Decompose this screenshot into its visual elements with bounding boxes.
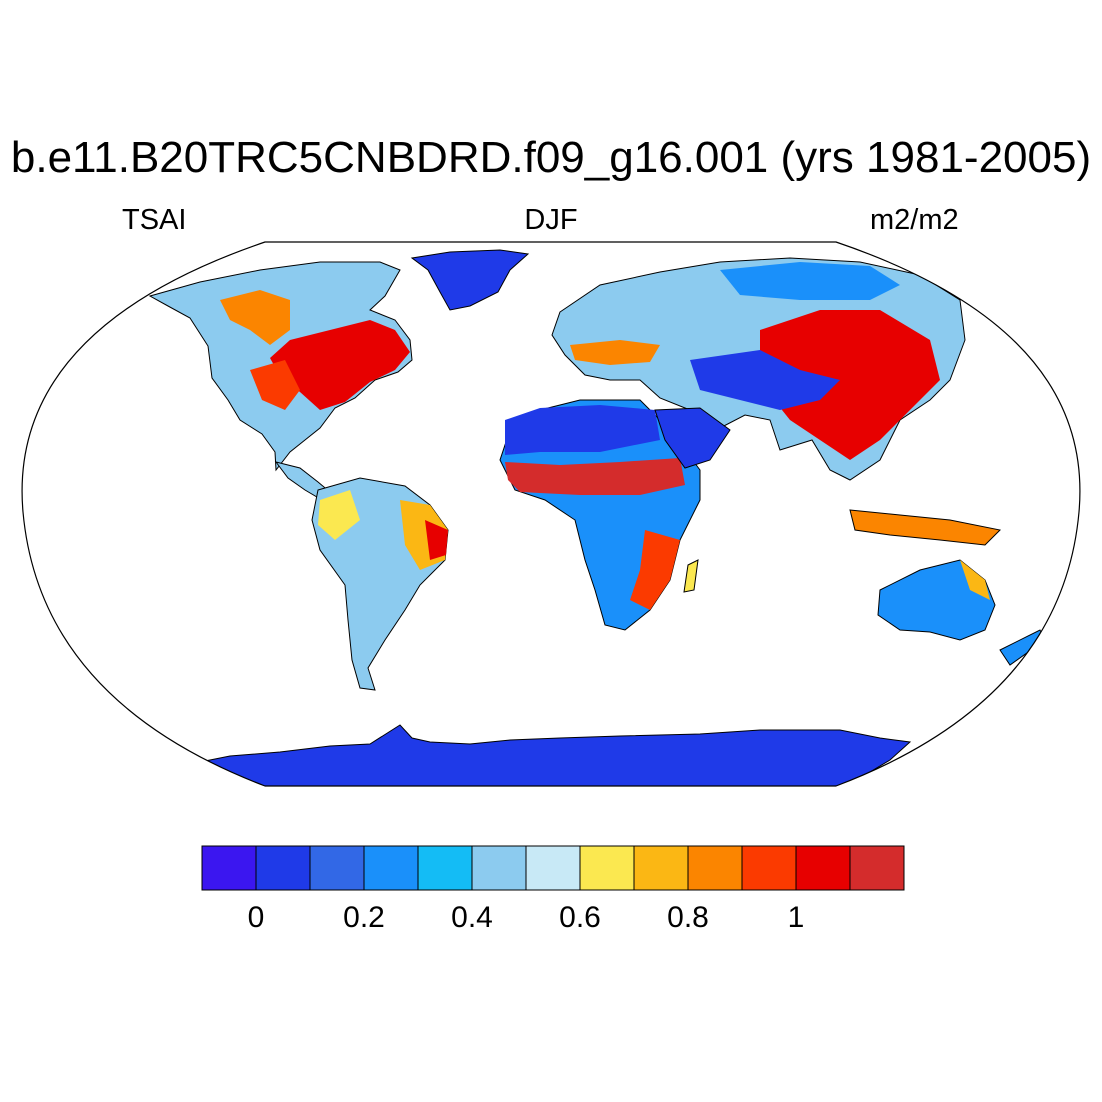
australia-region [877, 559, 996, 641]
colorbar-tick-2: 0.4 [451, 901, 493, 934]
colorbar-box-6 [525, 845, 581, 891]
colorbar-tick-1: 0.2 [343, 901, 385, 934]
colorbar-tick-3: 0.6 [559, 901, 601, 934]
sahel-region [505, 458, 685, 495]
season-label: DJF [524, 204, 578, 236]
colorbar-box-1 [255, 845, 311, 891]
colorbar-box-5 [471, 845, 527, 891]
east-asia-region [760, 310, 940, 460]
greenland-region [410, 249, 530, 311]
central-asia-region [690, 350, 840, 410]
north-america-west-region [220, 290, 290, 345]
colorbar-box-11 [795, 845, 851, 891]
variable-label: TSAI [122, 204, 187, 236]
sahara-region [505, 405, 660, 455]
north-america-east-region [270, 320, 410, 410]
southeast-africa-region [630, 530, 680, 610]
madagascar-region [683, 559, 699, 593]
colorbar-tick-0: 0 [247, 901, 265, 934]
colorbar-box-3 [363, 845, 419, 891]
south-america-west-region [318, 490, 360, 540]
colorbar-box-10 [741, 845, 797, 891]
map-outline [21, 241, 1081, 787]
north-america-plains-region [250, 360, 300, 410]
colorbar-box-9 [687, 845, 743, 891]
south-america-northeast-region [425, 520, 448, 560]
colorbar-box-0 [201, 845, 257, 891]
colorbar-box-2 [309, 845, 365, 891]
australia-east-region [960, 560, 990, 600]
units-label: m2/m2 [870, 204, 959, 236]
colorbar-box-12 [849, 845, 905, 891]
colorbar-tick-4: 0.8 [667, 901, 709, 934]
plot-title: b.e11.B20TRC5CNBDRD.f09_g16.001 (yrs 198… [10, 133, 1092, 182]
colorbar-box-4 [417, 845, 473, 891]
colorbar-box-8 [633, 845, 689, 891]
arabia-region [654, 407, 731, 469]
colorbar-tick-5: 1 [787, 901, 805, 934]
colorbar-box-7 [579, 845, 635, 891]
indonesia-region [849, 509, 1002, 546]
europe-band-region [570, 340, 660, 365]
siberia-region [720, 262, 900, 300]
